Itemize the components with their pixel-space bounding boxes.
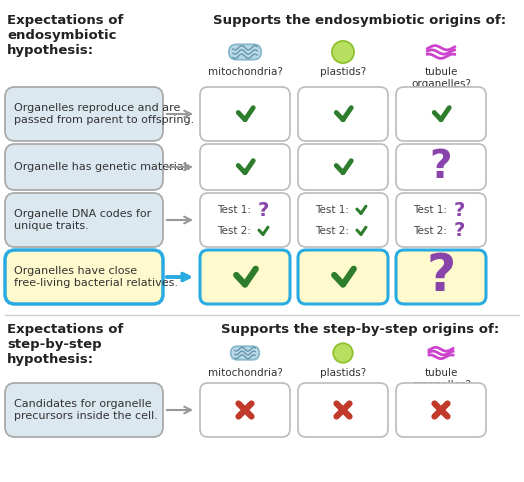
FancyBboxPatch shape: [5, 383, 163, 437]
Text: tubule
organelles?: tubule organelles?: [411, 368, 471, 389]
FancyBboxPatch shape: [396, 87, 486, 141]
FancyBboxPatch shape: [200, 383, 290, 437]
Text: plastids?: plastids?: [320, 67, 366, 77]
FancyBboxPatch shape: [5, 193, 163, 247]
Text: Organelle has genetic material.: Organelle has genetic material.: [14, 162, 191, 172]
Text: Test 1:: Test 1:: [217, 205, 251, 215]
Text: Organelles have close
free-living bacterial relatives.: Organelles have close free-living bacter…: [14, 266, 178, 288]
FancyBboxPatch shape: [5, 144, 163, 190]
FancyBboxPatch shape: [5, 250, 163, 304]
FancyBboxPatch shape: [396, 383, 486, 437]
FancyBboxPatch shape: [200, 193, 290, 247]
Text: Expectations of
endosymbiotic
hypothesis:: Expectations of endosymbiotic hypothesis…: [7, 14, 123, 57]
Circle shape: [332, 41, 354, 63]
Text: mitochondria?: mitochondria?: [208, 368, 282, 378]
FancyBboxPatch shape: [200, 87, 290, 141]
Text: ?: ?: [430, 148, 452, 186]
Text: ?: ?: [427, 252, 456, 302]
Text: ?: ?: [453, 222, 465, 241]
FancyBboxPatch shape: [298, 193, 388, 247]
Text: Candidates for organelle
precursors inside the cell.: Candidates for organelle precursors insi…: [14, 399, 158, 421]
Text: mitochondria?: mitochondria?: [208, 67, 282, 77]
Text: Organelle DNA codes for
unique traits.: Organelle DNA codes for unique traits.: [14, 209, 151, 231]
Circle shape: [333, 343, 353, 363]
FancyBboxPatch shape: [200, 144, 290, 190]
FancyBboxPatch shape: [200, 250, 290, 304]
Text: plastids?: plastids?: [320, 368, 366, 378]
Text: Supports the endosymbiotic origins of:: Supports the endosymbiotic origins of:: [213, 14, 507, 27]
FancyBboxPatch shape: [396, 250, 486, 304]
FancyBboxPatch shape: [5, 87, 163, 141]
Text: Test 1:: Test 1:: [315, 205, 349, 215]
Text: Supports the step-by-step origins of:: Supports the step-by-step origins of:: [221, 323, 499, 336]
Text: Organelles reproduce and are
passed from parent to offspring.: Organelles reproduce and are passed from…: [14, 103, 194, 125]
Text: Test 2:: Test 2:: [315, 226, 349, 236]
FancyBboxPatch shape: [396, 193, 486, 247]
FancyBboxPatch shape: [231, 346, 259, 360]
Text: Test 2:: Test 2:: [217, 226, 251, 236]
FancyBboxPatch shape: [298, 87, 388, 141]
Text: Expectations of
step-by-step
hypothesis:: Expectations of step-by-step hypothesis:: [7, 323, 123, 366]
Text: ?: ?: [453, 201, 465, 219]
FancyBboxPatch shape: [298, 250, 388, 304]
FancyBboxPatch shape: [396, 144, 486, 190]
FancyBboxPatch shape: [229, 44, 261, 60]
Text: Test 1:: Test 1:: [413, 205, 447, 215]
FancyBboxPatch shape: [298, 383, 388, 437]
FancyBboxPatch shape: [298, 144, 388, 190]
Text: tubule
organelles?: tubule organelles?: [411, 67, 471, 89]
Text: Test 2:: Test 2:: [413, 226, 447, 236]
Text: ?: ?: [257, 201, 269, 219]
